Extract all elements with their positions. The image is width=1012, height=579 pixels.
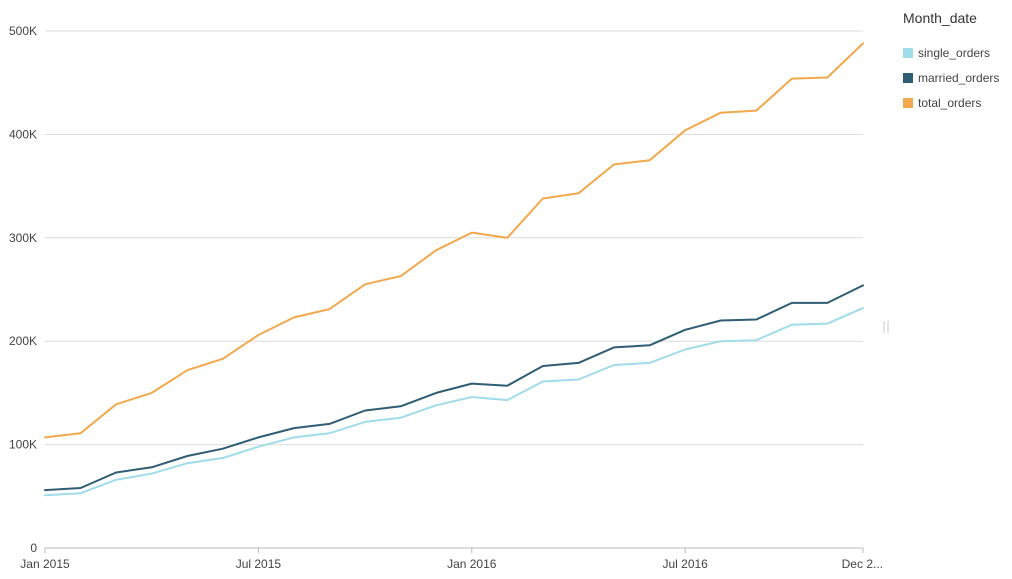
- y-tick-label: 500K: [9, 24, 37, 38]
- legend: Month_date single_orders married_ordersto…: [903, 10, 999, 110]
- x-tick-label: Dec 2...: [842, 557, 883, 571]
- x-tick-label: Jul 2015: [236, 557, 282, 571]
- legend-swatch: [903, 73, 913, 83]
- series-line-married_orders: [44, 284, 864, 492]
- legend-title: Month_date: [903, 10, 977, 26]
- y-tick-label: 300K: [9, 231, 37, 245]
- series-line-single_orders: [44, 307, 864, 497]
- series-line-total_orders: [44, 42, 864, 439]
- legend-label: single_orders: [918, 46, 990, 60]
- axes: 0 100K 200K 300K 400K 500K Jan 2015 Jul 2015 Jan…: [9, 24, 883, 571]
- legend-item-single_orders[interactable]: single_orders: [903, 46, 990, 60]
- legend-item-total_orders[interactable]: total_orders: [903, 96, 981, 110]
- y-tick-label: 400K: [9, 127, 37, 141]
- legend-label: total_orders: [918, 96, 981, 110]
- series-lines: [44, 42, 864, 497]
- legend-label: married_orders: [918, 71, 999, 85]
- x-tick-label: Jul 2016: [662, 557, 708, 571]
- x-tick-label: Jan 2016: [447, 557, 497, 571]
- x-tick-label: Jan 2015: [20, 557, 70, 571]
- y-tick-label: 200K: [9, 334, 37, 348]
- legend-swatch: [903, 98, 913, 108]
- resize-handle[interactable]: [883, 321, 889, 333]
- legend-item-married_orders[interactable]: married_orders: [903, 71, 999, 85]
- y-tick-label: 0: [30, 541, 37, 555]
- legend-swatch: [903, 48, 913, 58]
- y-tick-label: 100K: [9, 438, 37, 452]
